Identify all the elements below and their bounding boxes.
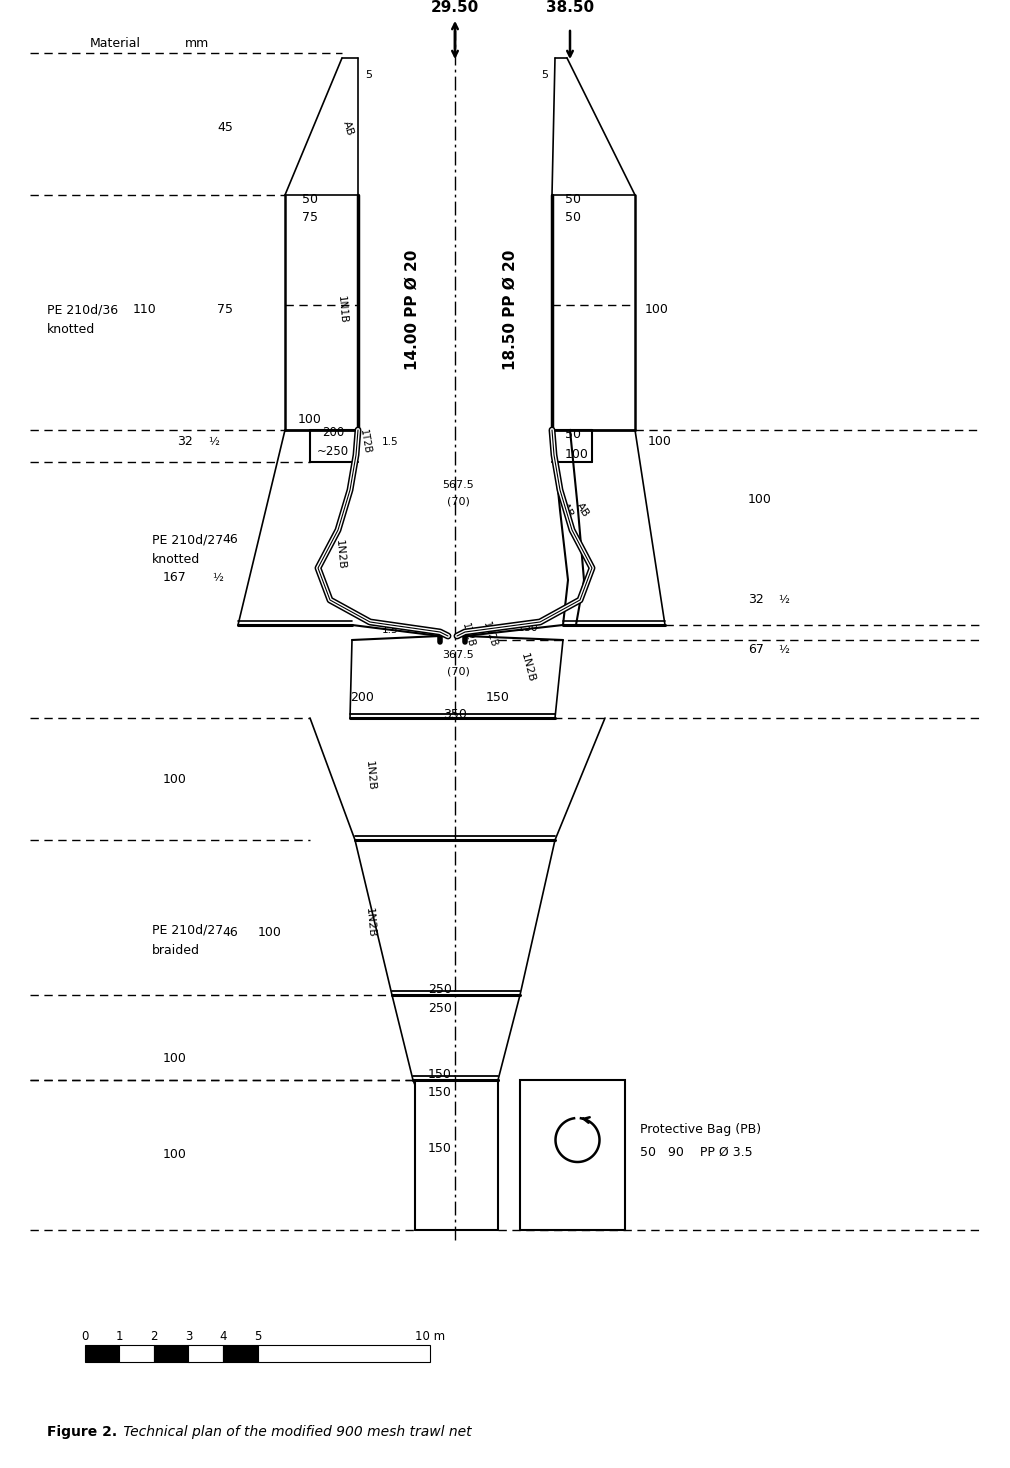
- Text: 1.5: 1.5: [382, 437, 399, 446]
- Text: 50: 50: [565, 211, 581, 225]
- Text: 100: 100: [565, 449, 589, 461]
- Text: 1N1B: 1N1B: [335, 295, 348, 324]
- Text: 200: 200: [350, 691, 374, 705]
- Text: AB: AB: [574, 501, 590, 520]
- Text: 100: 100: [163, 1148, 187, 1161]
- Text: 50   90    PP Ø 3.5: 50 90 PP Ø 3.5: [640, 1145, 752, 1158]
- Text: ~150: ~150: [510, 622, 538, 633]
- Text: braided: braided: [152, 944, 200, 957]
- Text: 100: 100: [645, 304, 669, 317]
- Text: 250: 250: [428, 984, 451, 997]
- Text: PE 210d/27: PE 210d/27: [152, 533, 223, 546]
- Text: Technical plan of the modified 900 mesh trawl net: Technical plan of the modified 900 mesh …: [119, 1425, 472, 1439]
- Bar: [189, 1345, 223, 1362]
- Text: ½: ½: [208, 437, 219, 446]
- Text: 167: 167: [164, 571, 187, 584]
- Text: 29.50: 29.50: [431, 0, 479, 16]
- Text: Protective Bag (PB): Protective Bag (PB): [640, 1123, 762, 1136]
- Bar: [85, 1345, 119, 1362]
- Text: PB: PB: [562, 1130, 583, 1145]
- Text: AB: AB: [559, 501, 575, 520]
- Text: 10 m: 10 m: [415, 1330, 445, 1343]
- Bar: [258, 1345, 430, 1362]
- Text: 50: 50: [565, 429, 581, 442]
- Text: 1.5: 1.5: [382, 625, 399, 636]
- Text: 150: 150: [486, 691, 510, 705]
- Text: ½: ½: [778, 644, 789, 655]
- Text: 50: 50: [565, 194, 581, 207]
- Text: 75: 75: [217, 304, 233, 317]
- Text: Figure 2.: Figure 2.: [47, 1425, 117, 1439]
- Text: 100: 100: [298, 414, 322, 427]
- Text: AB: AB: [341, 119, 356, 137]
- Text: 100: 100: [163, 1051, 187, 1064]
- Text: 32: 32: [177, 436, 193, 449]
- Text: mm: mm: [185, 38, 209, 50]
- Text: 50: 50: [302, 194, 318, 207]
- Text: 1N2B: 1N2B: [364, 907, 377, 938]
- Text: 5: 5: [254, 1330, 262, 1343]
- Text: (70): (70): [446, 666, 470, 677]
- Text: 110: 110: [133, 304, 157, 317]
- Text: 0: 0: [82, 1330, 89, 1343]
- Text: 1: 1: [116, 1330, 123, 1343]
- Text: knotted: knotted: [152, 553, 200, 567]
- Text: 32: 32: [748, 593, 764, 606]
- Text: 4: 4: [219, 1330, 227, 1343]
- Text: 250: 250: [428, 1001, 451, 1014]
- Bar: [520, 1080, 625, 1230]
- Text: 1N2B: 1N2B: [519, 652, 536, 684]
- Text: 1T2B: 1T2B: [358, 429, 372, 455]
- Bar: [119, 1345, 154, 1362]
- Text: 46: 46: [222, 533, 238, 546]
- Text: 200: 200: [322, 427, 344, 439]
- Text: 5: 5: [365, 70, 372, 79]
- Text: 100: 100: [259, 926, 282, 940]
- Bar: [223, 1345, 258, 1362]
- Bar: [154, 1345, 189, 1362]
- Text: 1T2B: 1T2B: [460, 621, 476, 649]
- Text: 14.00 PP Ø 20: 14.00 PP Ø 20: [404, 250, 419, 370]
- Text: (70): (70): [446, 498, 470, 506]
- Text: 100: 100: [648, 436, 672, 449]
- Text: ~250: ~250: [317, 445, 349, 458]
- Text: 75: 75: [302, 211, 318, 225]
- Text: 150: 150: [428, 1142, 451, 1154]
- Text: PE 210d/36: PE 210d/36: [47, 304, 118, 317]
- Text: 70: 70: [562, 1192, 583, 1208]
- Text: 5: 5: [541, 70, 548, 79]
- Text: PE 210d/27: PE 210d/27: [152, 923, 223, 937]
- Text: 38.50: 38.50: [546, 0, 594, 16]
- Text: 1N2B: 1N2B: [481, 621, 499, 649]
- Text: 3: 3: [185, 1330, 192, 1343]
- Text: ½: ½: [778, 595, 789, 605]
- Text: 2: 2: [150, 1330, 158, 1343]
- Text: 18.50 PP Ø 20: 18.50 PP Ø 20: [503, 250, 517, 370]
- Text: 67: 67: [748, 643, 764, 656]
- Text: 150: 150: [428, 1069, 451, 1082]
- Text: 100: 100: [748, 493, 772, 506]
- Text: 46: 46: [222, 926, 238, 940]
- Text: 1N2B: 1N2B: [364, 760, 377, 791]
- Text: 350: 350: [443, 709, 467, 721]
- Text: 1N2B: 1N2B: [333, 540, 346, 571]
- Text: 150: 150: [428, 1085, 451, 1098]
- Text: ½: ½: [212, 573, 223, 583]
- Text: 45: 45: [217, 122, 233, 135]
- Text: 367.5: 367.5: [442, 650, 474, 661]
- Text: 100: 100: [163, 774, 187, 787]
- Text: 567.5: 567.5: [442, 480, 474, 490]
- Text: Material: Material: [90, 38, 141, 50]
- Text: knotted: knotted: [47, 323, 95, 336]
